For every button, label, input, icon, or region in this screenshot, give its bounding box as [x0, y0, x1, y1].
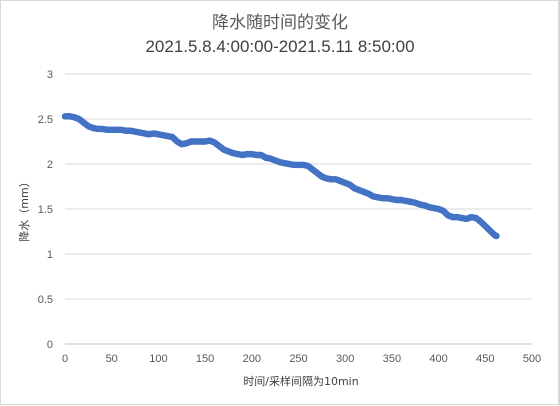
- y-tick-label: 2.5: [38, 114, 53, 126]
- x-tick-label: 300: [336, 353, 354, 365]
- y-tick-label: 2: [47, 159, 53, 171]
- x-tick-label: 450: [476, 353, 494, 365]
- y-tick-label: 1: [47, 249, 53, 261]
- x-tick-label: 200: [243, 353, 261, 365]
- x-tick-label: 50: [106, 353, 118, 365]
- x-tick-label: 100: [149, 353, 167, 365]
- data-point: [493, 232, 500, 240]
- x-tick-label: 350: [383, 353, 401, 365]
- chart-title: 降水随时间的变化: [212, 13, 348, 33]
- x-axis-label: 时间/采样间隔为10min: [243, 374, 358, 388]
- y-tick-label: 3: [47, 69, 53, 81]
- y-tick-label: 0: [47, 339, 53, 351]
- x-tick-label: 400: [429, 353, 447, 365]
- x-tick-label: 0: [62, 353, 68, 365]
- x-tick-label: 150: [196, 353, 214, 365]
- gridlines: [65, 73, 532, 300]
- y-tick-label: 1.5: [38, 204, 53, 216]
- tick-labels: 0 0.5 1 1.5 2 2.5 3 0 50 100 150 200 250 300 350 400 450…: [38, 69, 541, 365]
- y-axis-label: 降水（mm）: [17, 176, 31, 241]
- x-tick-label: 250: [289, 353, 307, 365]
- chart-subtitle: 2021.5.8.4:00:00-2021.5.11 8:50:00: [145, 37, 414, 56]
- y-tick-label: 0.5: [38, 294, 53, 306]
- data-series: [61, 113, 500, 240]
- x-tick-label: 500: [523, 353, 541, 365]
